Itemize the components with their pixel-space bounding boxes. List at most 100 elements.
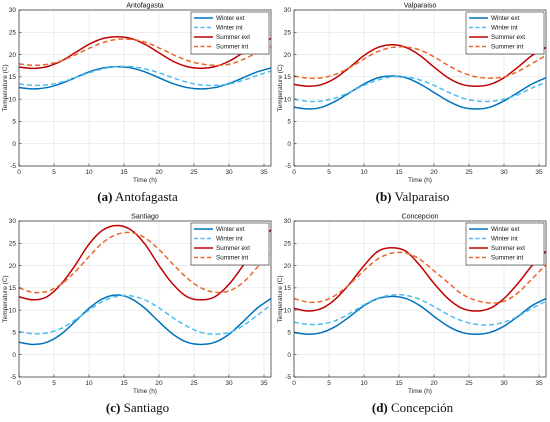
y-tick-label: 30 [284, 7, 292, 14]
panel-caption: (d) Concepción [275, 400, 550, 416]
series-line-summer-int [18, 231, 272, 294]
line-chart-antofagasta: 0 5 10 15 20 25 30 35-5051015202530AntofagastaT… [2, 3, 272, 184]
x-tick-label: 0 [292, 380, 296, 387]
y-tick-label: 15 [284, 285, 292, 292]
y-tick-label: 5 [287, 119, 291, 126]
legend-label: Winter ext [491, 15, 520, 22]
panel-letter: (d) [371, 400, 388, 415]
legend: Winter ext Winter int Summer ext Summer int [190, 222, 270, 266]
y-tick-label: -5 [285, 163, 291, 170]
series-line-summer-ext [293, 246, 547, 312]
series-line-winter-int [293, 75, 547, 103]
x-tick-label: 30 [225, 380, 233, 387]
series-line-winter-int [18, 294, 272, 335]
x-tick-label: 5 [327, 169, 331, 176]
legend-label: Winter ext [216, 15, 245, 22]
legend: Winter ext Winter int Summer ext Summer int [465, 11, 545, 55]
y-tick-label: 5 [12, 119, 16, 126]
chart-panel-concepcion: 0 5 10 15 20 25 30 35 -5 0 5 10 15 20 25 30 Concepcion Ti… [275, 211, 550, 422]
y-tick-label: 5 [12, 330, 16, 337]
y-tick-label: 5 [287, 330, 291, 337]
x-tick-label: 25 [465, 380, 473, 387]
line-chart-concepcion: 0 5 10 15 20 25 30 35-5051015202530ConcepcionTi… [277, 214, 547, 395]
panel-letter: (a) [97, 189, 113, 204]
x-tick-label: 5 [52, 380, 56, 387]
panel-caption-text: Valparaiso [394, 189, 450, 204]
y-axis-label: Temperature (C) [277, 64, 284, 111]
series-line-winter-int [293, 293, 547, 326]
y-tick-label: 10 [9, 307, 17, 314]
y-tick-label: 20 [9, 52, 17, 59]
chart-panel-valparaiso: 0 5 10 15 20 25 30 35 -5 0 5 10 15 20 25 30 Valparaiso Ti… [275, 0, 550, 211]
panel-caption: (b) Valparaiso [275, 189, 550, 205]
series-line-summer-int [18, 38, 272, 67]
y-tick-label: 0 [12, 352, 16, 359]
legend-label: Winter int [491, 236, 518, 243]
y-tick-label: 15 [9, 285, 17, 292]
x-tick-label: 10 [85, 169, 93, 176]
y-tick-label: -5 [10, 163, 16, 170]
x-tick-label: 15 [120, 169, 128, 176]
x-tick-label: 10 [360, 380, 368, 387]
y-tick-label: 0 [287, 352, 291, 359]
x-tick-label: 25 [465, 169, 473, 176]
y-tick-label: 25 [9, 240, 17, 247]
y-axis-label: Temperature (C) [2, 64, 9, 111]
x-tick-label: 15 [395, 380, 403, 387]
legend-label: Summer int [491, 255, 523, 262]
x-tick-label: 0 [292, 169, 296, 176]
x-tick-label: 15 [395, 169, 403, 176]
x-tick-label: 25 [190, 380, 198, 387]
panel-letter: (c) [105, 400, 121, 415]
chart-title: Santiago [131, 214, 159, 221]
legend-label: Winter ext [491, 226, 520, 233]
axes-box [293, 220, 547, 378]
y-tick-label: 25 [284, 29, 292, 36]
y-tick-label: -5 [10, 374, 16, 381]
panel-caption-text: Santiago [123, 400, 170, 415]
chart-panel-santiago: 0 5 10 15 20 25 30 35 -5 0 5 10 15 20 25 30 Santiago Time… [0, 211, 275, 422]
series-line-winter-ext [293, 75, 547, 110]
series-line-summer-int [293, 45, 547, 80]
chart-title: Antofagasta [126, 3, 163, 10]
series-line-summer-ext [293, 44, 547, 87]
y-tick-label: 30 [9, 218, 17, 225]
y-tick-label: 25 [284, 240, 292, 247]
y-tick-label: 20 [9, 263, 17, 270]
x-tick-label: 20 [430, 380, 438, 387]
series-line-winter-int [18, 65, 272, 87]
legend-label: Summer ext [216, 245, 250, 252]
axes-box [18, 220, 272, 378]
panel-letter: (b) [375, 189, 392, 204]
legend-label: Summer ext [491, 245, 525, 252]
legend-label: Winter int [216, 236, 243, 243]
x-tick-label: 5 [327, 380, 331, 387]
legend-label: Winter int [491, 25, 518, 32]
y-axis-label: Temperature (C) [2, 275, 9, 322]
y-tick-label: 15 [9, 74, 17, 81]
y-tick-label: 30 [9, 7, 17, 14]
panel-caption-text: Antofagasta [114, 189, 178, 204]
x-axis-label: Time (h) [133, 177, 157, 184]
y-tick-label: -5 [285, 374, 291, 381]
series-line-summer-int [293, 251, 547, 304]
legend-label: Winter ext [216, 226, 245, 233]
y-tick-label: 0 [12, 141, 16, 148]
x-tick-label: 10 [360, 169, 368, 176]
x-tick-label: 30 [500, 380, 508, 387]
y-tick-label: 20 [284, 52, 292, 59]
legend-label: Summer int [216, 44, 248, 51]
chart-title: Concepcion [402, 214, 439, 221]
y-tick-label: 30 [284, 218, 292, 225]
legend-label: Summer ext [491, 34, 525, 41]
x-tick-label: 0 [17, 169, 21, 176]
y-tick-label: 20 [284, 263, 292, 270]
x-tick-label: 0 [17, 380, 21, 387]
y-tick-label: 10 [9, 96, 17, 103]
series-line-winter-ext [293, 295, 547, 335]
x-tick-label: 20 [430, 169, 438, 176]
line-chart-valparaiso: 0 5 10 15 20 25 30 35-5051015202530ValparaisoTi… [277, 3, 547, 184]
y-tick-label: 10 [284, 307, 292, 314]
y-tick-label: 0 [287, 141, 291, 148]
panel-caption: (a) Antofagasta [0, 189, 275, 205]
